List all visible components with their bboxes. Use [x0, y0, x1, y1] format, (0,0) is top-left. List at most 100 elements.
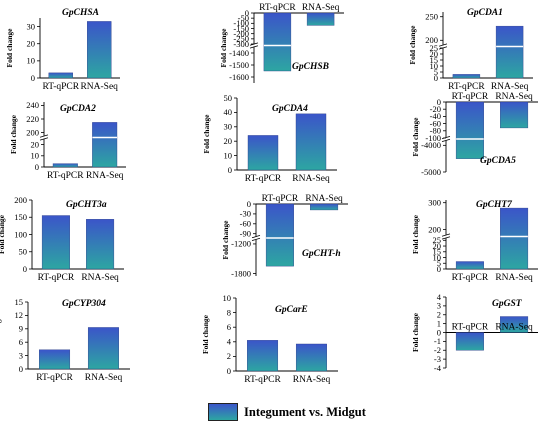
axis-break-mark: [39, 137, 49, 141]
x-category-label: RT-qPCR: [452, 92, 489, 102]
x-category-label: RT-qPCR: [259, 3, 296, 13]
y-tick-label: 20: [27, 39, 36, 49]
bar: [452, 74, 481, 79]
y-tick-label: 6: [227, 322, 231, 332]
chart-title: GpCDA2: [60, 104, 96, 114]
bar: [39, 349, 71, 370]
x-category-label: RT-qPCR: [36, 373, 73, 383]
chart-panel: 0-50-100-150-200-250-300-1400 -1500 -1600F…: [219, 3, 344, 83]
y-tick-label: 0: [228, 165, 232, 175]
y-tick-label: -4000: [421, 140, 441, 150]
y-axis-label: Fold change: [221, 220, 230, 260]
y-tick-label: 9: [19, 324, 23, 334]
chart-title: GpCHT-h: [302, 249, 341, 259]
y-tick-label: 10: [430, 61, 439, 71]
x-category-label: RT-qPCR: [262, 194, 299, 204]
bar: [295, 343, 327, 372]
y-tick-label: 0: [35, 162, 39, 172]
y-tick-label: -1500: [229, 60, 249, 70]
axis-break-gap: [442, 234, 450, 239]
y-tick-label: 4: [437, 292, 442, 302]
y-tick-label: 0: [434, 73, 438, 83]
chart-title: GpCYP304: [62, 299, 106, 309]
y-tick-label: 20: [224, 136, 233, 146]
y-tick-label: -1600: [229, 72, 249, 82]
y-axis-label: Fold change: [5, 28, 14, 68]
y-tick-label: -3: [434, 354, 441, 364]
bar: [92, 122, 118, 168]
y-tick-label: 0: [437, 264, 441, 274]
y-tick-label: 12: [15, 310, 24, 320]
x-category-label: RNA-Seq: [81, 273, 119, 283]
y-tick-label: 6: [19, 337, 23, 347]
y-tick-label: 50: [224, 93, 233, 103]
x-category-label: RT-qPCR: [448, 82, 485, 92]
x-category-label: RNA-Seq: [85, 373, 123, 383]
x-category-label: RNA-Seq: [495, 323, 533, 333]
x-category-label: RNA-Seq: [80, 82, 118, 92]
y-tick-label: 100: [14, 229, 27, 239]
y-tick-label: 0: [19, 364, 23, 374]
y-tick-label: 2: [227, 351, 231, 361]
y-tick-label: 3: [19, 350, 23, 360]
axis-break-gap: [442, 137, 450, 141]
y-tick-label: -50: [238, 13, 249, 23]
y-tick-label: 10: [224, 150, 233, 160]
y-tick-label: 150: [14, 212, 27, 222]
y-tick-label: 3: [437, 301, 441, 311]
axis-break-mark: [251, 237, 261, 241]
chart-title: GpCDA1: [467, 8, 503, 18]
chart-title: GpCDA5: [480, 156, 516, 166]
y-tick-label: -5000: [421, 167, 441, 177]
y-tick-label: -250: [233, 34, 249, 44]
y-tick-label: 240: [26, 100, 39, 110]
y-tick-label: -90: [240, 229, 251, 239]
legend-swatch: [208, 403, 238, 421]
x-category-label: RNA-Seq: [292, 174, 330, 184]
y-tick-label: -100: [425, 133, 441, 143]
y-tick-label: 0: [247, 199, 251, 209]
y-tick-label: 200: [14, 195, 27, 205]
y-tick-label: 10: [27, 56, 36, 66]
y-tick-label: 5: [434, 67, 438, 77]
y-axis-label: Fold change: [411, 312, 420, 352]
y-tick-label: 40: [224, 107, 233, 117]
x-category-label: RNA-Seq: [491, 82, 529, 92]
y-tick-label: -1: [434, 336, 441, 346]
y-axis-label: Fold change: [219, 28, 228, 68]
chart-panel: 0 10 20 30 40 50 Fold change RT-qPCR RNA-Seq GpCD…: [202, 93, 337, 184]
y-tick-label: 50: [19, 247, 28, 257]
bar: [86, 219, 115, 270]
y-tick-label: -150: [233, 23, 249, 33]
y-tick-label: -60: [430, 118, 441, 128]
bar: [263, 12, 292, 72]
y-tick-label: 30: [224, 122, 233, 132]
y-tick-label: 15: [433, 247, 442, 257]
axis-break-gap: [252, 236, 260, 240]
x-category-label: RT-qPCR: [452, 323, 489, 333]
y-tick-label: 20: [31, 139, 40, 149]
y-tick-label: -4: [434, 363, 442, 373]
chart-panel: 0-20-40-60-80-100-4000 -5000 Fold change RT…: [411, 92, 538, 177]
y-axis-label: Fold change: [0, 214, 6, 254]
legend-label: Integument vs. Midgut: [244, 404, 366, 419]
y-tick-label: 220: [26, 114, 39, 124]
chart-title: GpCarE: [275, 305, 308, 315]
axis-break-mark: [441, 233, 451, 237]
legend: Integument vs. Midgut: [208, 401, 408, 423]
bar: [500, 207, 529, 270]
y-tick-label: 20: [430, 49, 439, 59]
axis-break-gap: [439, 44, 447, 49]
bar: [87, 327, 119, 370]
y-tick-label: 200: [428, 224, 441, 234]
y-axis-label: Fold change: [9, 114, 18, 154]
bar: [247, 340, 279, 372]
chart-panel: 0 50 100 150 200 Fold change RT-qPCR RNA-Seq GpC…: [0, 195, 124, 283]
y-tick-label: 4: [227, 337, 232, 347]
y-tick-label: 20: [433, 241, 442, 251]
y-tick-label: -40: [430, 111, 441, 121]
y-axis-label: Fold change: [411, 117, 420, 157]
y-tick-label: 25: [433, 235, 442, 245]
